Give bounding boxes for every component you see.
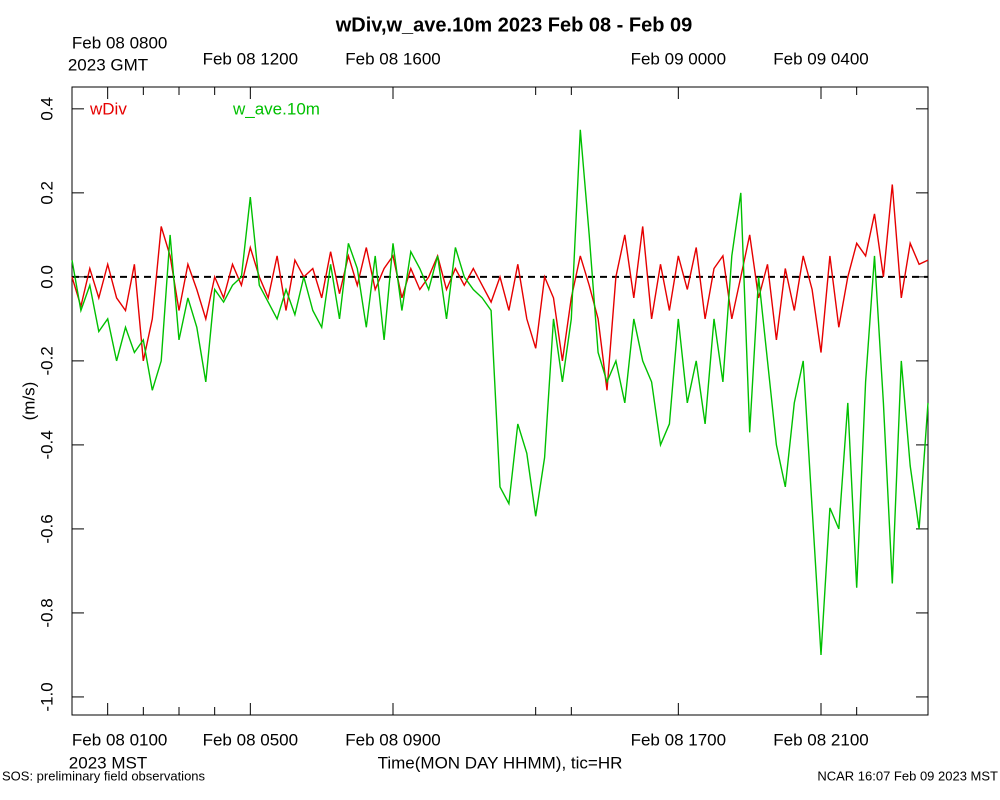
x-tick-label: Feb 08 0100 bbox=[72, 730, 167, 749]
legend-entry: wDiv bbox=[89, 99, 127, 118]
x2-tick-label: Feb 09 0400 bbox=[773, 49, 868, 68]
x-timezone-top: 2023 GMT bbox=[68, 55, 148, 74]
y-tick-label: -0.6 bbox=[37, 514, 56, 543]
x2-tick-label: Feb 09 0000 bbox=[631, 49, 726, 68]
x2-tick-label: Feb 08 0800 bbox=[72, 33, 167, 52]
x-tick-label: Feb 08 1700 bbox=[631, 730, 726, 749]
y-tick-label: -0.8 bbox=[37, 598, 56, 627]
footer-left: SOS: preliminary field observations bbox=[2, 768, 206, 783]
y-tick-label: -0.4 bbox=[37, 430, 56, 459]
y-tick-label: 0.4 bbox=[37, 97, 56, 121]
x-tick-label: Feb 08 0500 bbox=[203, 730, 298, 749]
y-tick-label: 0.0 bbox=[37, 265, 56, 289]
data-line bbox=[71, 129, 929, 655]
x2-tick-label: Feb 08 1200 bbox=[203, 49, 298, 68]
x-timezone-bottom: 2023 MST bbox=[69, 753, 147, 772]
legend-entry: w_ave.10m bbox=[232, 99, 320, 118]
y-axis-label: (m/s) bbox=[19, 382, 38, 421]
y-tick-label: 0.2 bbox=[37, 181, 56, 205]
x-tick-label: Feb 08 0900 bbox=[345, 730, 440, 749]
x2-tick-label: Feb 08 1600 bbox=[345, 49, 440, 68]
chart-title: wDiv,w_ave.10m 2023 Feb 08 - Feb 09 bbox=[335, 14, 692, 36]
x-tick-label: Feb 08 2100 bbox=[773, 730, 868, 749]
x-axis-label: Time(MON DAY HHMM), tic=HR bbox=[378, 753, 623, 772]
data-line bbox=[71, 184, 929, 391]
y-tick-label: -0.2 bbox=[37, 346, 56, 375]
footer-right: NCAR 16:07 Feb 09 2023 MST bbox=[817, 768, 998, 783]
plot-frame bbox=[71, 86, 929, 716]
y-tick-label: -1.0 bbox=[37, 682, 56, 711]
